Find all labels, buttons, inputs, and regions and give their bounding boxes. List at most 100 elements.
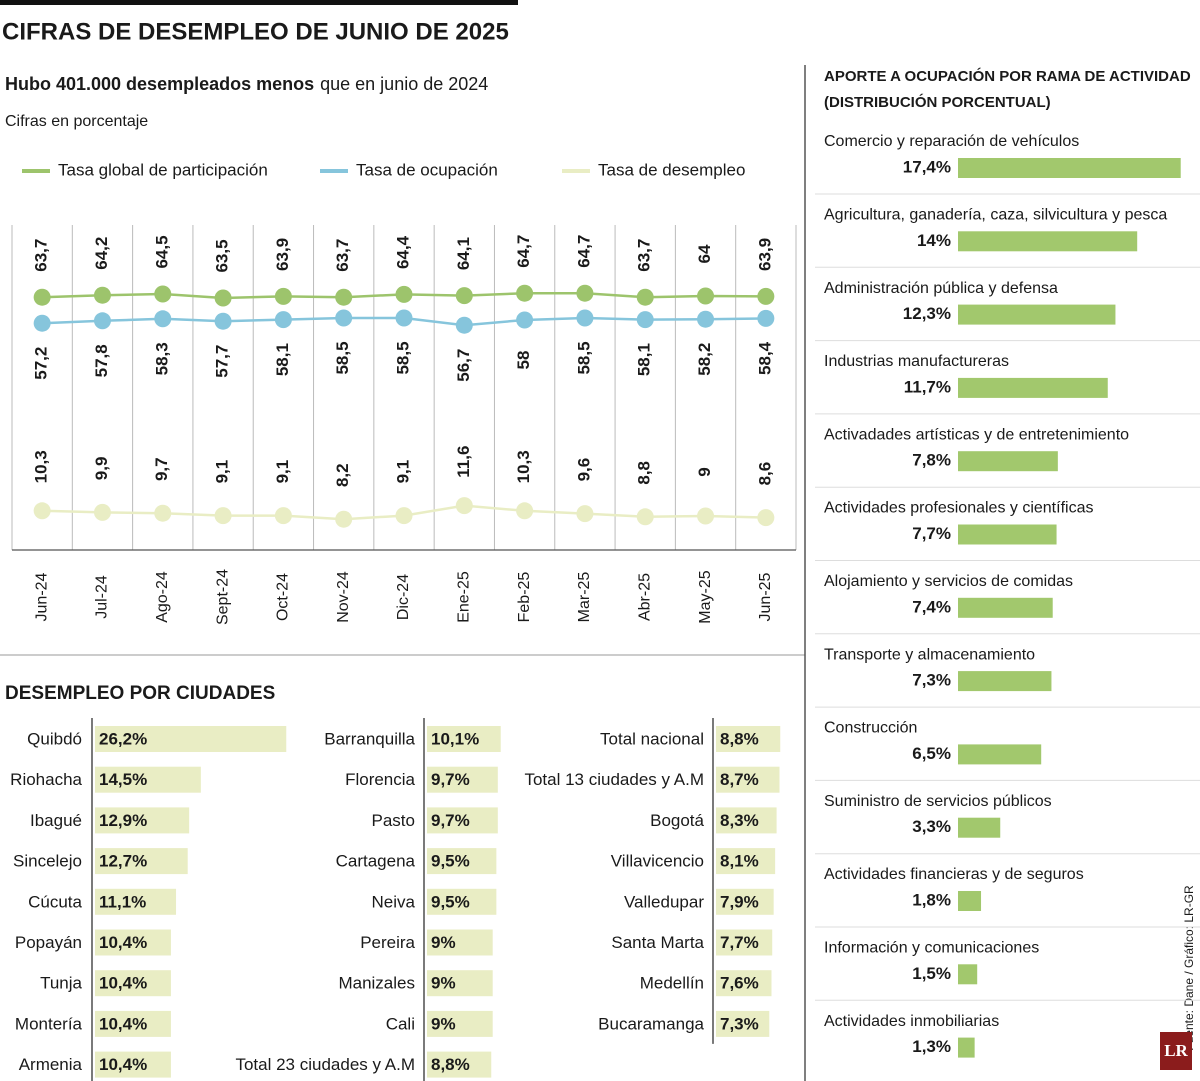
category-label: Administración pública y defensa	[824, 280, 1058, 297]
x-tick-label: Feb-25	[516, 572, 533, 623]
value-label: 17,4%	[903, 157, 951, 176]
value-label: 7,3%	[720, 1014, 759, 1033]
category-label: Pereira	[360, 933, 415, 952]
value-label: 8,6	[755, 462, 774, 486]
bar	[95, 1051, 171, 1078]
category-label: Santa Marta	[611, 933, 704, 952]
bar	[95, 766, 201, 793]
value-label: 9,7	[152, 457, 171, 481]
point	[93, 503, 111, 521]
bar	[95, 807, 190, 834]
main-title: CIFRAS DE DESEMPLEO DE JUNIO DE 2025	[2, 18, 509, 45]
value-label: 58,1	[273, 343, 292, 376]
value-label: 63,9	[273, 238, 292, 271]
bar	[95, 726, 287, 752]
value-label: 10,4%	[99, 1014, 147, 1033]
point	[274, 311, 292, 329]
value-label: 10,3	[514, 450, 533, 483]
legend-label: Tasa global de participación	[58, 160, 268, 179]
value-label: 56,7	[454, 349, 473, 382]
value-label: 3,3%	[912, 817, 951, 836]
note: Cifras en porcentaje	[5, 113, 148, 130]
bar	[958, 671, 1052, 692]
bar	[958, 891, 982, 911]
value-label: 1,3%	[912, 1037, 951, 1056]
point	[335, 288, 353, 306]
value-label: 7,4%	[912, 597, 951, 616]
category-label: Industrias manufactureras	[824, 353, 1009, 370]
category-label: Sincelejo	[13, 852, 82, 871]
category-label: Total 23 ciudades y A.M	[235, 1055, 415, 1074]
category-label: Comercio y reparación de vehículos	[824, 133, 1079, 150]
value-label: 8,1%	[720, 852, 759, 871]
value-label: 64,7	[574, 235, 593, 268]
x-tick-label: Dic-24	[395, 574, 412, 620]
value-label: 10,4%	[99, 974, 147, 993]
point	[395, 309, 413, 327]
point	[757, 309, 775, 327]
point	[757, 509, 775, 527]
value-label: 58,1	[635, 343, 654, 376]
category-label: Popayán	[15, 933, 82, 952]
value-label: 9,1	[213, 460, 232, 484]
point	[636, 311, 654, 329]
bar	[958, 597, 1053, 618]
category-label: Florencia	[345, 770, 415, 789]
value-label: 9,7%	[431, 811, 470, 830]
source: Fuente: Dane / Gráfico: LR-GR	[1182, 885, 1196, 1051]
category-label: Activadades artísticas y de entretenimie…	[824, 426, 1129, 443]
x-tick-label: Oct-24	[275, 573, 292, 621]
category-label: Agricultura, ganadería, caza, silvicultu…	[824, 207, 1167, 224]
point	[214, 507, 232, 525]
legend-label: Tasa de desempleo	[598, 160, 745, 179]
x-tick-label: May-25	[697, 570, 714, 623]
value-label: 7,3%	[912, 671, 951, 690]
category-label: Alojamiento y servicios de comidas	[824, 573, 1073, 590]
point	[455, 497, 473, 515]
category-label: Tunja	[40, 974, 82, 993]
logo: LR	[1164, 1041, 1188, 1060]
value-label: 9%	[431, 974, 456, 993]
value-label: 7,9%	[720, 892, 759, 911]
point	[455, 316, 473, 334]
value-label: 9%	[431, 1014, 456, 1033]
bar	[427, 888, 497, 915]
category-label: Manizales	[338, 974, 415, 993]
value-label: 57,8	[92, 344, 111, 377]
value-label: 64	[695, 244, 714, 263]
bar	[716, 807, 777, 834]
x-tick-label: Ene-25	[456, 571, 473, 623]
value-label: 11,1%	[99, 892, 146, 911]
value-label: 63,7	[635, 239, 654, 272]
point	[154, 285, 172, 303]
category-label: Construcción	[824, 720, 917, 737]
headline: Hubo 401.000 desempleados menos que en ju…	[5, 74, 488, 94]
bar	[958, 964, 978, 985]
bar	[95, 888, 177, 915]
value-label: 8,8%	[431, 1055, 470, 1074]
value-label: 63,9	[755, 238, 774, 271]
bar	[427, 848, 497, 875]
category-label: Cartagena	[336, 852, 416, 871]
value-label: 1,8%	[912, 890, 951, 909]
bar	[958, 744, 1042, 765]
category-label: Información y comunicaciones	[824, 940, 1039, 957]
category-label: Barranquilla	[324, 729, 415, 748]
value-label: 9,6	[574, 458, 593, 482]
category-label: Villavicencio	[611, 852, 704, 871]
point	[516, 284, 534, 302]
value-label: 26,2%	[99, 729, 147, 748]
x-tick-label: Nov-24	[335, 571, 352, 623]
point	[636, 508, 654, 526]
category-label: Quibdó	[27, 729, 82, 748]
bar	[958, 304, 1116, 325]
value-label: 8,8	[635, 461, 654, 485]
sector-title: APORTE A OCUPACIÓN POR RAMA DE ACTIVIDAD…	[824, 68, 1191, 111]
x-tick-label: Jul-24	[94, 575, 111, 619]
bar	[716, 726, 781, 752]
value-label: 14%	[917, 231, 951, 250]
category-label: Riohacha	[10, 770, 82, 789]
point	[154, 504, 172, 522]
value-label: 8,3%	[720, 811, 759, 830]
